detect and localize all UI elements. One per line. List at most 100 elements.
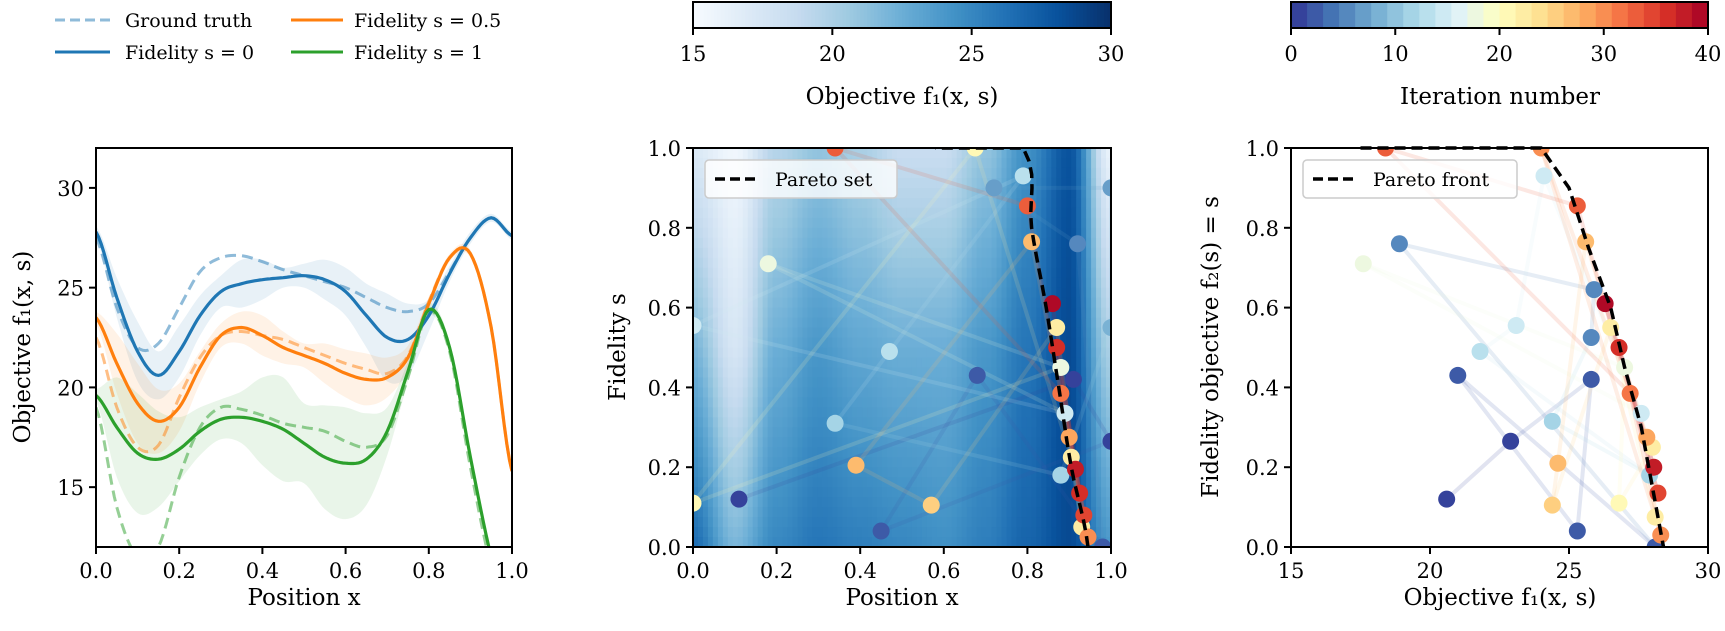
heatmap-cell (1016, 357, 1023, 369)
heatmap-cell (991, 277, 998, 289)
heatmap-cell (1081, 187, 1087, 199)
heatmap-cell (1051, 427, 1057, 438)
heatmap-cell (976, 437, 983, 448)
heatmap-cell (862, 347, 868, 359)
heatmap-cell (882, 237, 888, 249)
heatmap-cell (737, 207, 744, 219)
heatmap-cell (1086, 157, 1092, 169)
heatmap-cell (847, 277, 853, 289)
heatmap-cell (1006, 447, 1013, 458)
heatmap-cell (1041, 527, 1047, 538)
heatmap-cell (777, 237, 784, 249)
x-tick-label: 0.2 (760, 559, 793, 583)
heatmap-cell (961, 477, 968, 488)
heatmap-cell (747, 317, 754, 329)
heatmap-cell (931, 427, 938, 438)
heatmap-cell (867, 347, 873, 359)
heatmap-cell (991, 357, 998, 369)
heatmap-cell (722, 347, 729, 359)
heatmap-cell (941, 148, 948, 159)
heatmap-cell (867, 467, 873, 478)
heatmap-cell (976, 347, 983, 359)
heatmap-cell (971, 347, 978, 359)
ylabel-panel3: Fidelity objective f₂(s) = s (1198, 196, 1224, 498)
colorbar-segment (926, 2, 931, 28)
heatmap-cell (911, 507, 918, 518)
heatmap-cell (1016, 287, 1023, 299)
heatmap-cell (1001, 167, 1008, 179)
heatmap-cell (1106, 407, 1111, 418)
heatmap-cell (847, 297, 853, 309)
heatmap-cell (956, 207, 963, 219)
heatmap-cell (1086, 217, 1092, 229)
heatmap-cell (956, 157, 963, 169)
heatmap-cell (966, 297, 973, 309)
heatmap-cell (971, 397, 978, 408)
heatmap-cell (1106, 337, 1111, 349)
colorbar-segment (1595, 2, 1613, 28)
heatmap-cell (762, 427, 769, 438)
heatmap-cell (762, 297, 769, 309)
heatmap-cell (961, 437, 968, 448)
heatmap-cell (842, 327, 848, 339)
heatmap-cell (782, 197, 789, 209)
heatmap-cell (1001, 387, 1008, 398)
heatmap-cell (707, 297, 714, 309)
heatmap-cell (812, 257, 819, 269)
heatmap-cell (931, 307, 938, 319)
heatmap-cell (1061, 527, 1067, 538)
heatmap-cell (1071, 317, 1077, 329)
heatmap-cell (1046, 277, 1052, 289)
heatmap-cell (1086, 357, 1092, 369)
heatmap-cell (1051, 237, 1057, 249)
heatmap-cell (926, 527, 933, 538)
heatmap-cell (1086, 367, 1092, 379)
heatmap-cell (1046, 537, 1052, 547)
heatmap-cell (797, 247, 804, 259)
heatmap-cell (966, 167, 973, 179)
heatmap-cell (951, 197, 958, 209)
colorbar-tick-label: 30 (1098, 42, 1125, 66)
heatmap-cell (757, 377, 764, 388)
heatmap-cell (782, 367, 789, 379)
heatmap-cell (697, 347, 704, 359)
heatmap-cell (693, 247, 699, 259)
heatmap-cell (732, 387, 739, 398)
heatmap-cell (1081, 148, 1087, 159)
heatmap-cell (852, 287, 858, 299)
heatmap-cell (762, 457, 769, 468)
y-tick-label: 0.2 (648, 456, 681, 480)
uncertainty-band (96, 243, 512, 476)
heatmap-cell (961, 257, 968, 269)
heatmap-cell (887, 197, 893, 209)
heatmap-cell (727, 317, 734, 329)
heatmap-cell (817, 417, 823, 428)
heatmap-cell (1066, 257, 1072, 269)
heatmap-cell (936, 347, 943, 359)
heatmap-cell (772, 247, 779, 259)
heatmap-cell (1091, 457, 1097, 468)
heatmap-cell (921, 277, 928, 289)
heatmap-cell (916, 487, 923, 498)
heatmap-cell (842, 367, 848, 379)
heatmap-cell (1006, 397, 1013, 408)
heatmap-cell (877, 247, 883, 259)
heatmap-cell (966, 357, 973, 369)
heatmap-cell (867, 207, 873, 219)
heatmap-cell (1021, 307, 1028, 319)
heatmap-cell (906, 357, 913, 369)
heatmap-cell (1086, 447, 1092, 458)
heatmap-cell (921, 237, 928, 249)
heatmap-cell (847, 527, 853, 538)
heatmap-cell (1096, 307, 1102, 319)
heatmap-cell (702, 517, 709, 528)
heatmap-cell (702, 297, 709, 309)
heatmap-cell (916, 237, 923, 249)
heatmap-cell (762, 347, 769, 359)
heatmap-cell (911, 297, 918, 309)
heatmap-cell (1011, 277, 1018, 289)
heatmap-cell (827, 277, 833, 289)
heatmap-cell (712, 527, 719, 538)
heatmap-cell (1076, 337, 1082, 349)
xlabel-panel1: Position x (247, 585, 360, 611)
